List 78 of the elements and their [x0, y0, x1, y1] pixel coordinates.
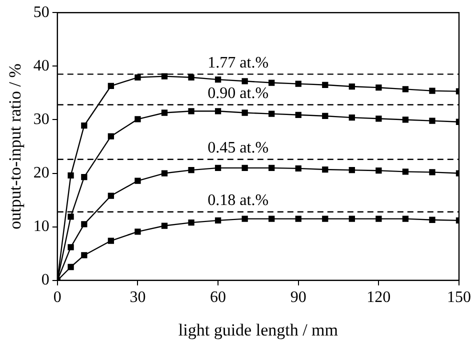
point	[295, 112, 302, 118]
point	[376, 216, 382, 222]
x-axis-title: light guide length / mm	[178, 320, 338, 340]
point	[242, 216, 248, 222]
x-tick-label: 90	[290, 289, 306, 306]
y-axis-title: output-to-input ratio / %	[6, 64, 25, 230]
point	[161, 222, 168, 229]
point	[214, 217, 222, 224]
y-tick-label: 0	[41, 272, 50, 289]
point	[429, 118, 436, 124]
point	[81, 252, 88, 258]
y-tick-label: 50	[33, 4, 50, 21]
point	[348, 216, 355, 222]
x-tick-label: 60	[210, 289, 226, 306]
point	[68, 244, 74, 250]
point	[214, 76, 222, 83]
point	[402, 216, 409, 222]
point	[108, 192, 114, 199]
point	[161, 170, 168, 176]
point	[68, 172, 74, 178]
point	[68, 214, 74, 220]
x-tick-label: 30	[130, 289, 146, 306]
point	[242, 78, 248, 84]
point	[402, 168, 409, 175]
point	[322, 166, 328, 173]
point	[68, 264, 74, 270]
point	[295, 216, 302, 222]
point	[242, 110, 248, 116]
point	[108, 82, 114, 90]
point	[214, 164, 222, 171]
point	[214, 108, 222, 114]
point	[322, 112, 328, 120]
ref-line-label: 0.90 at.%	[208, 84, 269, 102]
ref-line-label: 1.77 at.%	[208, 54, 269, 72]
point	[81, 122, 88, 129]
point	[188, 108, 194, 114]
point	[188, 219, 194, 226]
point	[429, 216, 436, 223]
point	[348, 114, 355, 121]
point	[376, 84, 382, 91]
point	[161, 73, 168, 80]
point	[268, 164, 275, 171]
point	[161, 110, 168, 116]
ref-line-label: 0.18 at.%	[208, 192, 269, 210]
point	[295, 165, 302, 172]
point	[268, 80, 275, 86]
x-tick-label: 0	[53, 289, 62, 306]
x-tick-label: 120	[366, 289, 391, 306]
point	[134, 74, 141, 80]
point	[348, 166, 355, 174]
point	[402, 86, 409, 92]
point	[322, 216, 328, 222]
point	[295, 80, 302, 87]
point	[134, 228, 141, 235]
point	[81, 174, 88, 180]
point	[429, 169, 436, 176]
y-tick-label: 20	[33, 164, 50, 182]
x-tick-label: 150	[447, 289, 471, 306]
point	[188, 166, 194, 174]
point	[108, 133, 114, 140]
point	[268, 110, 275, 117]
point	[81, 221, 88, 228]
point	[134, 178, 141, 184]
point	[188, 74, 194, 80]
point	[108, 238, 114, 244]
point	[429, 88, 436, 94]
point	[402, 116, 409, 123]
y-tick-label: 10	[33, 218, 50, 236]
point	[376, 168, 382, 174]
point	[268, 216, 275, 222]
ref-line-label: 0.45 at.%	[208, 140, 269, 157]
y-tick-label: 40	[33, 57, 50, 74]
point	[134, 116, 141, 122]
point	[348, 83, 355, 90]
point	[322, 82, 328, 88]
point	[376, 116, 382, 122]
point	[242, 164, 248, 171]
y-tick-label: 30	[33, 110, 50, 128]
